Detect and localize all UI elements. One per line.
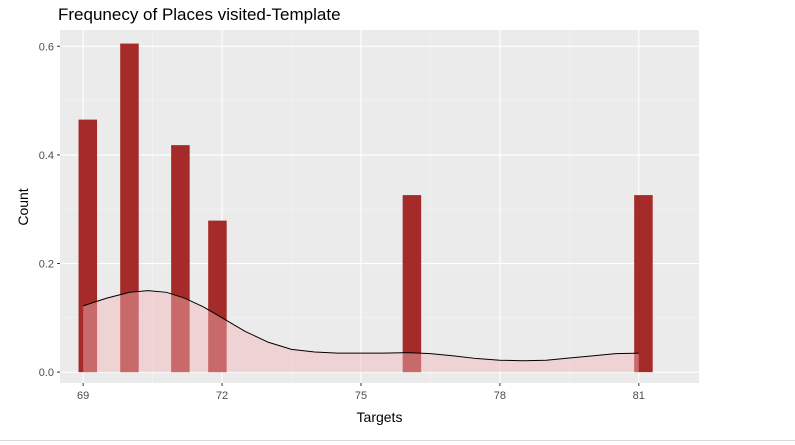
x-tick-label: 78 (494, 390, 506, 402)
y-tick-label: 0.0 (39, 367, 54, 379)
histogram-bar (78, 119, 98, 373)
x-tick-label: 72 (216, 390, 228, 402)
histogram-bar (171, 145, 190, 373)
bottom-divider (0, 440, 795, 441)
y-tick-label: 0.6 (39, 41, 54, 53)
histogram-bar (634, 195, 653, 373)
x-tick-label: 81 (633, 390, 645, 402)
x-axis-label: Targets (357, 409, 403, 425)
x-tick-label: 69 (77, 390, 89, 402)
density-line (82, 290, 639, 362)
x-tick-label: 75 (355, 390, 367, 402)
plot-panel (60, 30, 699, 383)
axis-ticks: 0.0 0.2 0.4 0.6 69 72 75 78 81 (39, 41, 645, 402)
y-tick-label: 0.2 (39, 259, 54, 271)
histogram-bar (120, 43, 139, 373)
density-curve (82, 290, 639, 373)
chart-title: Frequnecy of Places visited-Template (58, 5, 341, 24)
histogram-bars (78, 43, 653, 373)
y-tick-label: 0.4 (39, 150, 54, 162)
density-area (83, 290, 639, 373)
histogram-bar (208, 220, 227, 373)
histogram-bar (402, 195, 422, 373)
y-axis-label: Count (15, 188, 31, 225)
grid-lines (60, 30, 699, 383)
